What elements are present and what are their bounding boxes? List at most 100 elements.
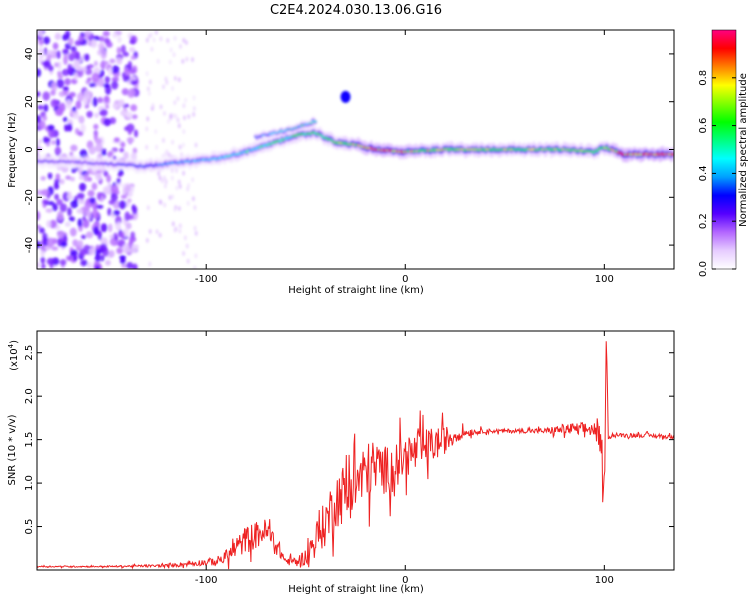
heatmap-noise-cell (109, 234, 115, 239)
heatmap-noise-cell (77, 92, 85, 102)
heatmap-noise-cell (62, 117, 68, 122)
heatmap-noise-cell (120, 194, 127, 199)
heatmap-noise-cell (99, 243, 107, 252)
heatmap-noise-cell (127, 88, 136, 97)
heatmap-noise-cell (121, 88, 129, 96)
heatmap-noise-cell (100, 223, 108, 233)
heatmap-noise-cell (88, 247, 96, 256)
heatmap-noise-cell (129, 237, 134, 244)
spectrogram-ytick-label: -40 (24, 237, 35, 253)
heatmap-noise-cell (59, 259, 67, 266)
heatmap-noise-cell (97, 77, 105, 88)
heatmap-noise-cell (79, 182, 87, 192)
figure-title: C2E4.2024.030.13.06.G16 (270, 3, 442, 18)
spectrogram-ytick-label: 20 (24, 95, 35, 108)
heatmap-noise-cell (192, 111, 196, 117)
heatmap-noise-cell (145, 237, 149, 243)
heatmap-noise-cell (38, 30, 44, 38)
heatmap-noise-cell (105, 41, 113, 48)
heatmap-noise-cell (94, 137, 103, 145)
heatmap-noise-cell (78, 175, 85, 180)
heatmap-noise-cell (182, 115, 186, 121)
heatmap-noise-cell (90, 38, 98, 49)
heatmap-noise-cell (164, 76, 168, 82)
heatmap-noise-cell (51, 81, 58, 92)
heatmap-noise-cell (177, 123, 181, 129)
heatmap-noise-cell (152, 37, 156, 43)
heatmap-noise-cell (95, 143, 103, 153)
heatmap-noise-cell (166, 118, 170, 124)
heatmap-noise-cell (94, 112, 99, 118)
snr-ytick-label: 1.5 (24, 432, 35, 448)
heatmap-noise-cell (78, 199, 86, 205)
heatmap-noise-cell (91, 182, 98, 191)
snr-panel: -100 0 100 0.5 1.0 1.5 2.0 2.5 Height of straig… (7, 330, 675, 595)
heatmap-noise-cell (87, 209, 92, 220)
heatmap-noise-cell (101, 151, 107, 156)
heatmap-noise-cell (128, 47, 136, 53)
heatmap-noise-cell (166, 37, 170, 43)
heatmap-noise-cell (159, 104, 163, 110)
heatmap-noise-cell (60, 241, 68, 248)
heatmap-noise-cell (40, 176, 46, 181)
heatmap-noise-cell (46, 237, 55, 248)
heatmap-noise-cell (89, 197, 96, 204)
heatmap-noise-cell (64, 221, 71, 227)
heatmap-noise-cell (124, 69, 130, 75)
heatmap-noise-cell (164, 151, 168, 157)
heatmap-noise-cell (57, 210, 64, 221)
heatmap-noise-cell (65, 175, 71, 180)
heatmap-noise-cell (68, 216, 76, 222)
heatmap-noise-cell (171, 86, 175, 92)
heatmap-noise-cell (185, 56, 189, 62)
heatmap-noise-cell (112, 103, 119, 109)
spectrogram-xtick-label: -100 (195, 274, 218, 285)
heatmap-noise-cell (82, 66, 88, 73)
heatmap-noise-cell (70, 249, 78, 257)
heatmap-noise-cell (103, 95, 110, 103)
spectrogram-axes: -100 0 100 -40 -20 0 20 40 (24, 30, 674, 285)
heatmap-noise-cell (72, 239, 79, 247)
heatmap-noise-cell (78, 35, 84, 42)
heatmap-noise-cell (50, 98, 59, 108)
heatmap-noise-cell (181, 142, 185, 148)
heatmap-noise-cell (38, 138, 43, 144)
heatmap-noise-cell (52, 203, 58, 212)
heatmap-noise-cell (55, 138, 61, 147)
snr-ytick-label: 1.0 (24, 475, 35, 491)
heatmap-noise-cell (171, 139, 175, 145)
heatmap-noise-cell (64, 78, 71, 86)
heatmap-noise-cell (126, 136, 135, 144)
heatmap-noise-cell (59, 178, 65, 185)
heatmap-noise-cell (173, 35, 177, 41)
snr-xtick-label: -100 (195, 575, 218, 586)
colorbar-axis: 0.0 0.2 0.4 0.6 0.8 (698, 70, 736, 277)
heatmap-noise-cell (69, 227, 77, 237)
heatmap-noise-cell (187, 114, 191, 120)
heatmap-noise-cell (48, 128, 55, 139)
heatmap-noise-cell (67, 37, 74, 46)
heatmap-noise-cell (87, 176, 93, 182)
heatmap-noise-cell (124, 211, 131, 222)
snr-axes: -100 0 100 0.5 1.0 1.5 2.0 2.5 (24, 331, 674, 586)
heatmap-noise-cell (119, 147, 125, 153)
heatmap-noise-cell (127, 127, 133, 136)
spectrogram-ytick-label: 40 (24, 48, 35, 61)
heatmap-layer (37, 30, 674, 269)
snr-multiplier-suffix: ) (9, 340, 20, 344)
heatmap-noise-cell (77, 239, 84, 250)
heatmap-noise-cell (104, 76, 111, 84)
heatmap-noise-cell (176, 117, 180, 123)
heatmap-noise-cell (88, 145, 96, 155)
snr-multiplier-base: (x10 (9, 348, 20, 371)
heatmap-noise-cell (70, 199, 79, 209)
heatmap-noise-cell (186, 258, 190, 264)
heatmap-noise-cell (193, 205, 197, 211)
heatmap-noise-cell (40, 256, 46, 264)
heatmap-noise-cell (158, 232, 162, 238)
heatmap-noise-cell (41, 189, 50, 196)
heatmap-noise-cell (125, 111, 133, 119)
heatmap-noise-cell (162, 84, 166, 90)
snr-ytick-label: 0.5 (24, 519, 35, 535)
spectrogram-ytick-label: -20 (24, 189, 35, 205)
